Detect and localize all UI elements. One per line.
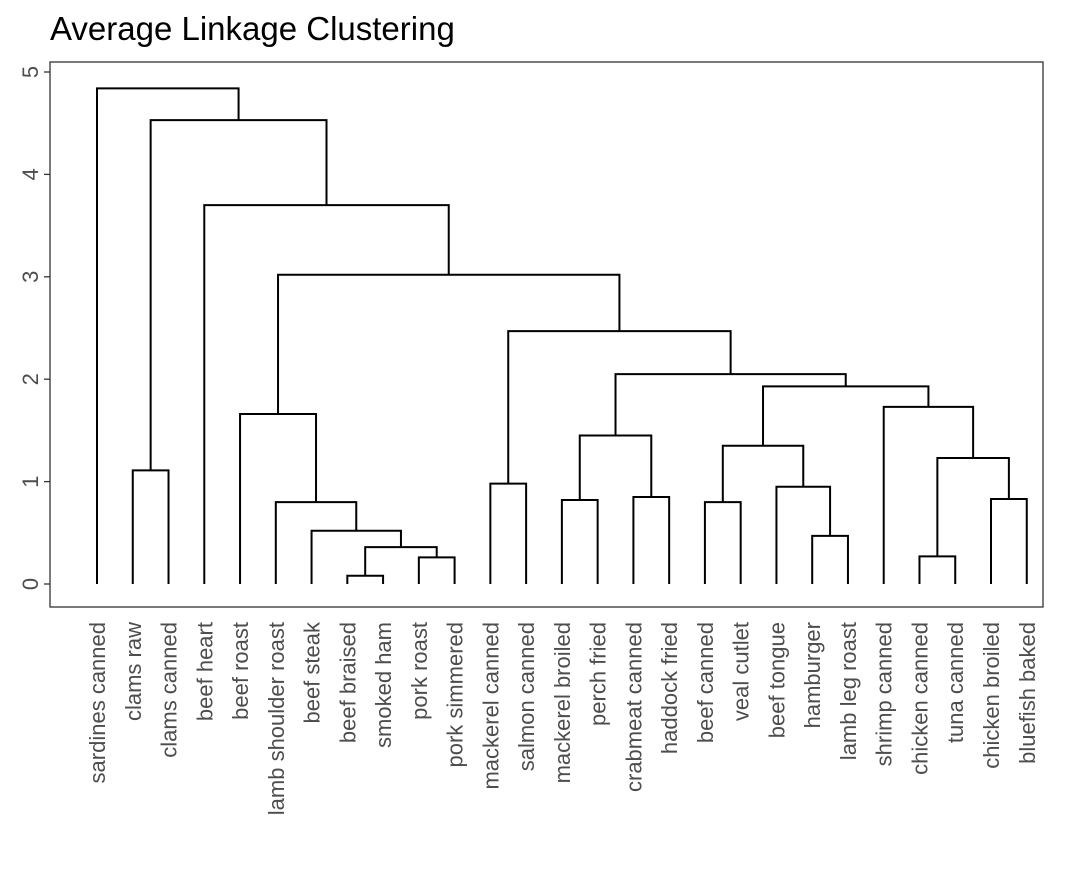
dendrogram-link (721, 444, 805, 503)
leaf-label: lamb shoulder roast (264, 622, 289, 815)
dendrogram-link (131, 469, 170, 584)
y-tick-label: 5 (18, 66, 43, 78)
dendrogram-link (149, 119, 328, 471)
leaf-label: beef tongue (764, 622, 789, 738)
leaf-label: chicken canned (907, 622, 932, 775)
leaf-label: pork simmered (443, 622, 468, 767)
dendrogram-link (578, 434, 653, 501)
leaf-label: mackerel canned (478, 622, 503, 790)
leaf-label: bluefish baked (1015, 622, 1040, 764)
leaf-label: pork roast (407, 622, 432, 720)
leaf-label: chicken broiled (979, 622, 1004, 769)
leaf-label: beef roast (228, 622, 253, 720)
leaf-label: veal cutlet (729, 622, 754, 721)
dendrogram-link (346, 574, 385, 584)
dendrogram-link (632, 495, 671, 584)
leaf-label: salmon canned (514, 622, 539, 771)
leaf-label: smoked ham (371, 622, 396, 748)
dendrogram-link (560, 499, 599, 584)
leaf-label: perch fried (586, 622, 611, 726)
dendrogram-link (762, 385, 930, 446)
dendrogram-link (489, 482, 528, 584)
dendrogram-link (703, 501, 742, 584)
dendrogram-link (274, 501, 358, 584)
leaf-label: sardines canned (85, 622, 110, 783)
plot-frame (49, 61, 1044, 608)
dendrogram-link (936, 457, 1010, 557)
y-tick-label: 3 (18, 271, 43, 283)
leaf-label: hamburger (800, 622, 825, 728)
leaf-label: shrimp canned (872, 622, 897, 766)
leaf-label: crabmeat canned (621, 622, 646, 792)
leaf-label: mackerel broiled (550, 622, 575, 783)
y-tick-label: 4 (18, 168, 43, 180)
y-tick-label: 2 (18, 373, 43, 385)
leaf-label: tuna canned (943, 622, 968, 743)
dendrogram-link (918, 555, 957, 584)
chart-title: Average Linkage Clustering (50, 10, 455, 47)
y-tick-label: 0 (18, 578, 43, 590)
dendrogram-link (364, 546, 438, 576)
leaf-label: beef heart (192, 622, 217, 721)
dendrogram-link (507, 330, 732, 484)
leaf-label: beef steak (300, 621, 325, 724)
y-axis: 0 1 2 3 4 5 (18, 66, 50, 590)
dendrogram-link (417, 556, 456, 584)
leaf-label: clams canned (157, 622, 182, 758)
leaf-label: lamb leg roast (836, 622, 861, 760)
dendrogram-links (96, 87, 1028, 584)
dendrogram-link (882, 405, 975, 584)
dendrogram-link (239, 413, 318, 584)
y-tick-label: 1 (18, 475, 43, 487)
dendrogram-link (614, 373, 847, 436)
dendrogram-link (96, 87, 240, 584)
leaf-label: haddock fried (657, 622, 682, 754)
dendrogram-link (990, 498, 1028, 584)
leaf-label: beef braised (335, 622, 360, 743)
dendrogram-link (277, 273, 621, 415)
leaf-label: clams raw (121, 622, 146, 721)
leaf-label: beef canned (693, 622, 718, 743)
dendrogram-link (811, 534, 849, 584)
leaf-labels: sardines canned clams raw clams canned beef… (85, 621, 1040, 815)
